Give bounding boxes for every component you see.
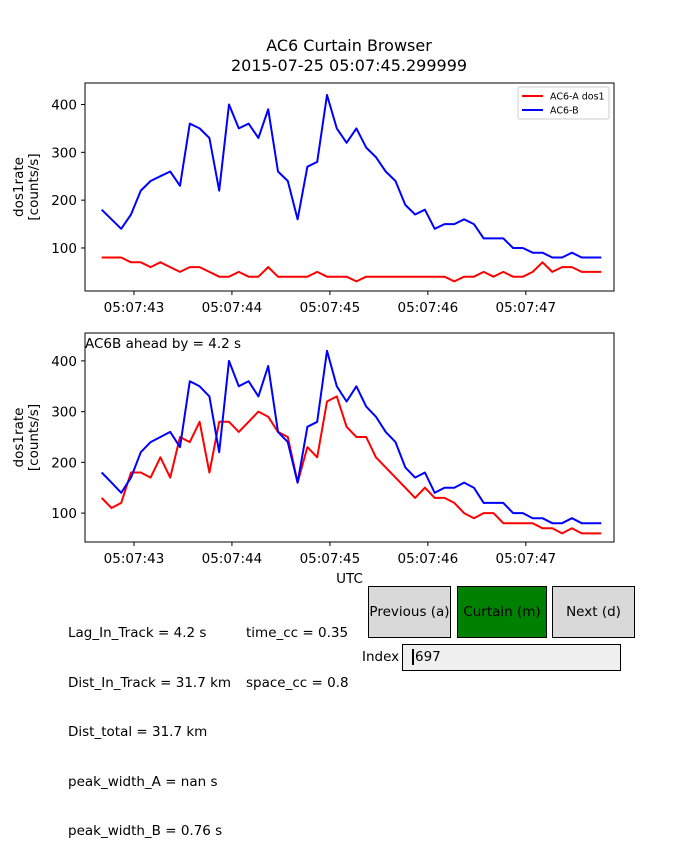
- info-peak-width-a: peak_width_A = nan s: [68, 773, 218, 790]
- x-tick-label: 05:07:45: [300, 300, 361, 316]
- y-tick-label: 200: [51, 193, 77, 209]
- x-tick-label: 05:07:43: [104, 551, 165, 567]
- y-axis-label: dos1rate: [11, 408, 27, 468]
- plot-frame: [84, 82, 615, 292]
- chart-title-line1: AC6 Curtain Browser: [266, 36, 432, 55]
- y-tick-label: 100: [51, 506, 77, 522]
- next-button[interactable]: Next (d): [552, 586, 635, 638]
- info-space-cc: space_cc = 0.8: [246, 674, 349, 691]
- x-tick-label: 05:07:44: [202, 551, 263, 567]
- y-tick-label: 400: [51, 354, 77, 370]
- x-axis-label: UTC: [336, 571, 363, 587]
- info-peak-width-b: peak_width_B = 0.76 s: [68, 823, 223, 839]
- index-value: 697: [415, 649, 441, 665]
- y-tick-label: 200: [51, 455, 77, 471]
- x-tick-label: 05:07:47: [496, 300, 557, 316]
- info-time-cc: time_cc = 0.35: [246, 625, 349, 641]
- plots-canvas: 100 200 300 400 05:07:43 05:07:44 05:07:45 05:0…: [11, 82, 615, 587]
- x-tick-label: 05:07:44: [202, 300, 263, 316]
- y-tick-label: 100: [51, 241, 77, 257]
- index-input[interactable]: 697: [402, 644, 621, 671]
- info-lag-in-track: Lag_In_Track = 4.2 s: [68, 625, 207, 641]
- x-tick-label: 05:07:45: [300, 551, 361, 567]
- y-axis-label: dos1rate: [11, 157, 27, 217]
- text-caret: [412, 649, 414, 665]
- legend-label: AC6-A dos1: [550, 92, 605, 103]
- y-tick-label: 400: [51, 98, 77, 114]
- y-tick-label: 300: [51, 405, 77, 421]
- series-line-ac6-b: [100, 349, 602, 525]
- info-dist-in-track: Dist_In_Track = 31.7 km: [68, 674, 232, 691]
- chart-title-line2: 2015-07-25 05:07:45.299999: [230, 56, 468, 75]
- info-dist-total: Dist_total = 31.7 km: [68, 724, 208, 740]
- curtain-button[interactable]: Curtain (m): [457, 586, 547, 638]
- series-line-ac6-a-dos1: [100, 395, 602, 535]
- y-tick-label: 300: [51, 145, 77, 161]
- y-axis-label: [counts/s]: [26, 404, 42, 471]
- info-left: Lag_In_Track = 4.2 s Dist_In_Track = 31.…: [68, 592, 231, 856]
- previous-button[interactable]: Previous (a): [368, 586, 451, 638]
- index-label: Index: [362, 649, 400, 665]
- info-right: time_cc = 0.35 space_cc = 0.8: [246, 592, 349, 708]
- x-tick-label: 05:07:46: [398, 300, 459, 316]
- y-axis-label: [counts/s]: [26, 153, 42, 220]
- series-line-ac6-a-dos1: [101, 256, 602, 283]
- annotation-text: AC6B ahead by = 4.2 s: [85, 336, 241, 352]
- x-tick-label: 05:07:43: [104, 300, 165, 316]
- x-tick-label: 05:07:47: [496, 551, 557, 567]
- x-tick-label: 05:07:46: [398, 551, 459, 567]
- chart-title: AC6 Curtain Browser 2015-07-25 05:07:45.…: [0, 36, 682, 76]
- plot-frame: [84, 332, 615, 543]
- legend-label: AC6-B: [550, 106, 579, 117]
- series-line-ac6-b: [101, 94, 602, 259]
